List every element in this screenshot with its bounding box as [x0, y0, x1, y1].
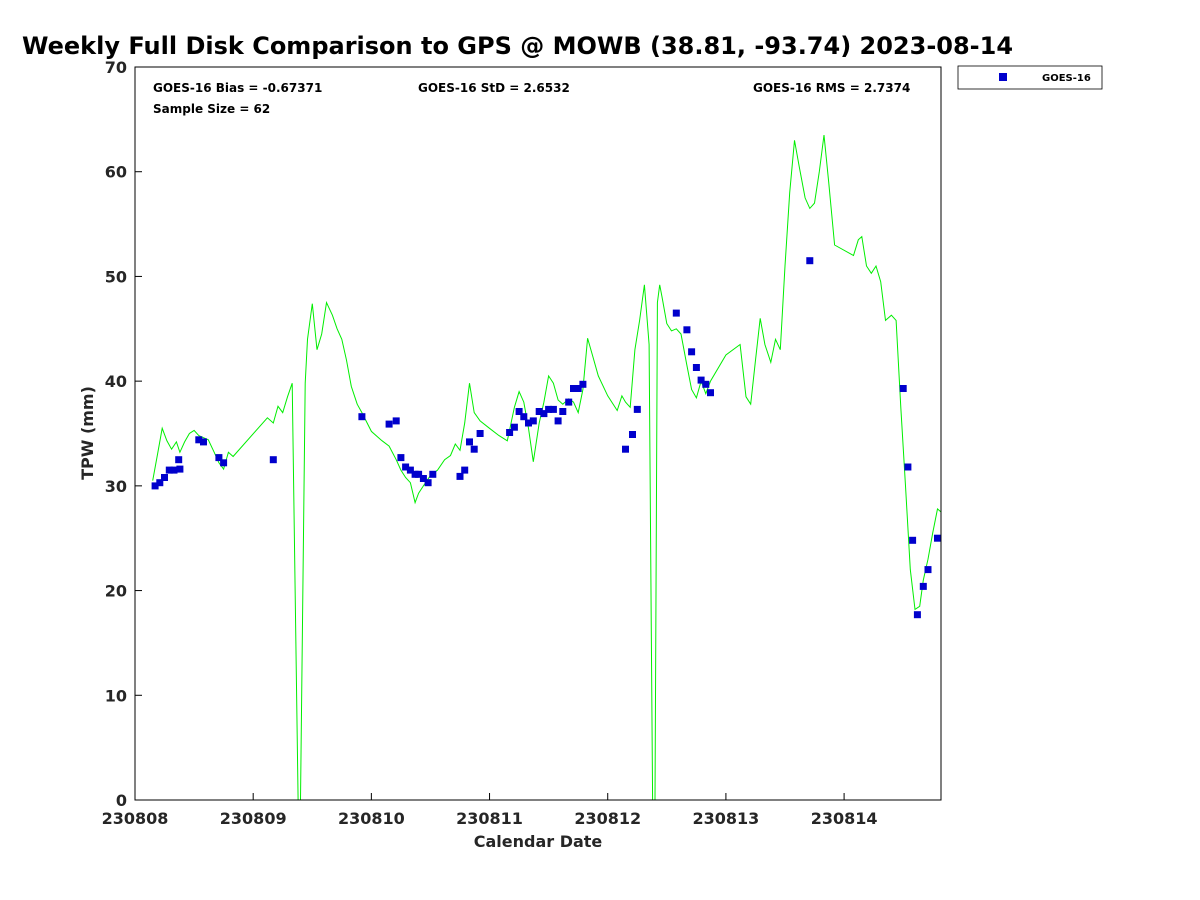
goes16-point: [909, 536, 917, 544]
y-tick-label: 10: [105, 686, 127, 705]
goes16-point: [466, 438, 473, 446]
x-tick-label: 230810: [338, 809, 405, 828]
goes16-point: [806, 257, 814, 265]
goes16-point: [549, 405, 557, 413]
y-tick-label: 40: [105, 372, 127, 391]
gps-series-line: [152, 135, 942, 801]
goes16-point: [520, 413, 528, 421]
goes16-point: [540, 410, 548, 418]
goes16-point: [397, 454, 405, 462]
goes16-point: [565, 398, 573, 406]
goes16-point: [697, 376, 705, 384]
x-tick-label: 230812: [574, 809, 641, 828]
goes16-point: [899, 385, 907, 392]
goes16-point: [545, 405, 553, 413]
x-axis: 230808 230809 230810 230811 230812 230813 2308…: [102, 793, 878, 828]
goes16-point: [688, 348, 696, 356]
goes16-point: [402, 463, 410, 471]
sample-size-stat: Sample Size = 62: [153, 102, 270, 116]
legend-label: GOES-16: [1042, 73, 1091, 84]
legend-marker: [999, 73, 1007, 81]
x-tick-label: 230811: [456, 809, 523, 828]
goes16-point: [529, 417, 537, 425]
goes-points-layer: [151, 257, 941, 619]
goes16-point: [702, 380, 710, 388]
goes16-point: [419, 475, 427, 482]
x-axis-label: Calendar Date: [474, 832, 603, 851]
chart-title: Weekly Full Disk Comparison to GPS @ MOW…: [22, 32, 1013, 60]
x-tick-label: 230813: [693, 809, 760, 828]
goes16-point: [385, 420, 393, 428]
plot-area: 230808 230809 230810 230811 230812 230813 2308…: [102, 58, 942, 828]
goes16-point: [358, 413, 366, 421]
legend: GOES-16: [957, 65, 1103, 90]
y-tick-label: 20: [105, 582, 127, 601]
goes16-point: [195, 436, 203, 444]
goes16-point: [570, 385, 577, 392]
goes16-point: [622, 445, 629, 453]
goes16-point: [269, 456, 277, 464]
goes16-point: [176, 465, 184, 473]
goes16-point: [165, 466, 173, 474]
goes16-point: [161, 474, 168, 481]
goes16-point: [535, 408, 543, 415]
goes16-point: [672, 309, 680, 317]
y-tick-label: 0: [116, 791, 127, 810]
goes16-point: [392, 417, 400, 425]
goes16-point: [579, 380, 587, 388]
goes16-point: [510, 423, 518, 431]
x-tick-label: 230814: [811, 809, 878, 828]
goes16-point: [461, 466, 469, 474]
goes16-point: [424, 479, 432, 487]
goes16-point: [215, 454, 223, 462]
goes16-point: [683, 326, 691, 334]
goes16-point: [220, 459, 228, 467]
goes16-point: [554, 417, 562, 425]
goes16-point: [456, 472, 464, 480]
y-tick-label: 70: [105, 58, 127, 77]
goes16-point: [633, 405, 641, 413]
y-tick-label: 50: [105, 267, 127, 286]
x-tick-label: 230808: [102, 809, 169, 828]
goes16-point: [170, 466, 178, 474]
rms-stat: GOES-16 RMS = 2.7374: [753, 81, 910, 95]
goes16-point: [515, 408, 523, 415]
goes16-point: [506, 429, 514, 436]
std-stat: GOES-16 StD = 2.6532: [418, 81, 570, 95]
y-tick-label: 60: [105, 163, 127, 182]
goes16-point: [175, 456, 183, 464]
bias-stat: GOES-16 Bias = -0.67371: [153, 81, 322, 95]
goes16-point: [692, 364, 700, 371]
goes16-point: [525, 419, 532, 427]
goes16-point: [151, 482, 159, 490]
goes16-point: [934, 534, 941, 542]
plot-frame: [134, 66, 942, 801]
x-tick-label: 230809: [220, 809, 287, 828]
goes16-point: [924, 566, 932, 574]
goes16-point: [156, 479, 164, 487]
goes16-point: [415, 470, 423, 478]
goes16-point: [707, 389, 714, 397]
y-axis: 0 10 20 30 40 50 60 70: [105, 58, 142, 810]
goes16-point: [406, 466, 414, 474]
goes16-point: [629, 431, 636, 438]
goes16-point: [904, 463, 912, 471]
y-axis-label: TPW (mm): [78, 386, 97, 480]
goes16-point: [559, 408, 567, 415]
legend-box: [957, 65, 1103, 90]
goes16-point: [429, 470, 437, 478]
goes16-point: [913, 611, 921, 619]
goes16-point: [200, 438, 207, 446]
goes16-point: [919, 582, 927, 590]
goes16-point: [476, 430, 484, 437]
y-tick-label: 30: [105, 477, 127, 496]
goes16-point: [470, 445, 478, 453]
gps-line-layer: [152, 135, 942, 801]
goes16-point: [574, 385, 582, 392]
